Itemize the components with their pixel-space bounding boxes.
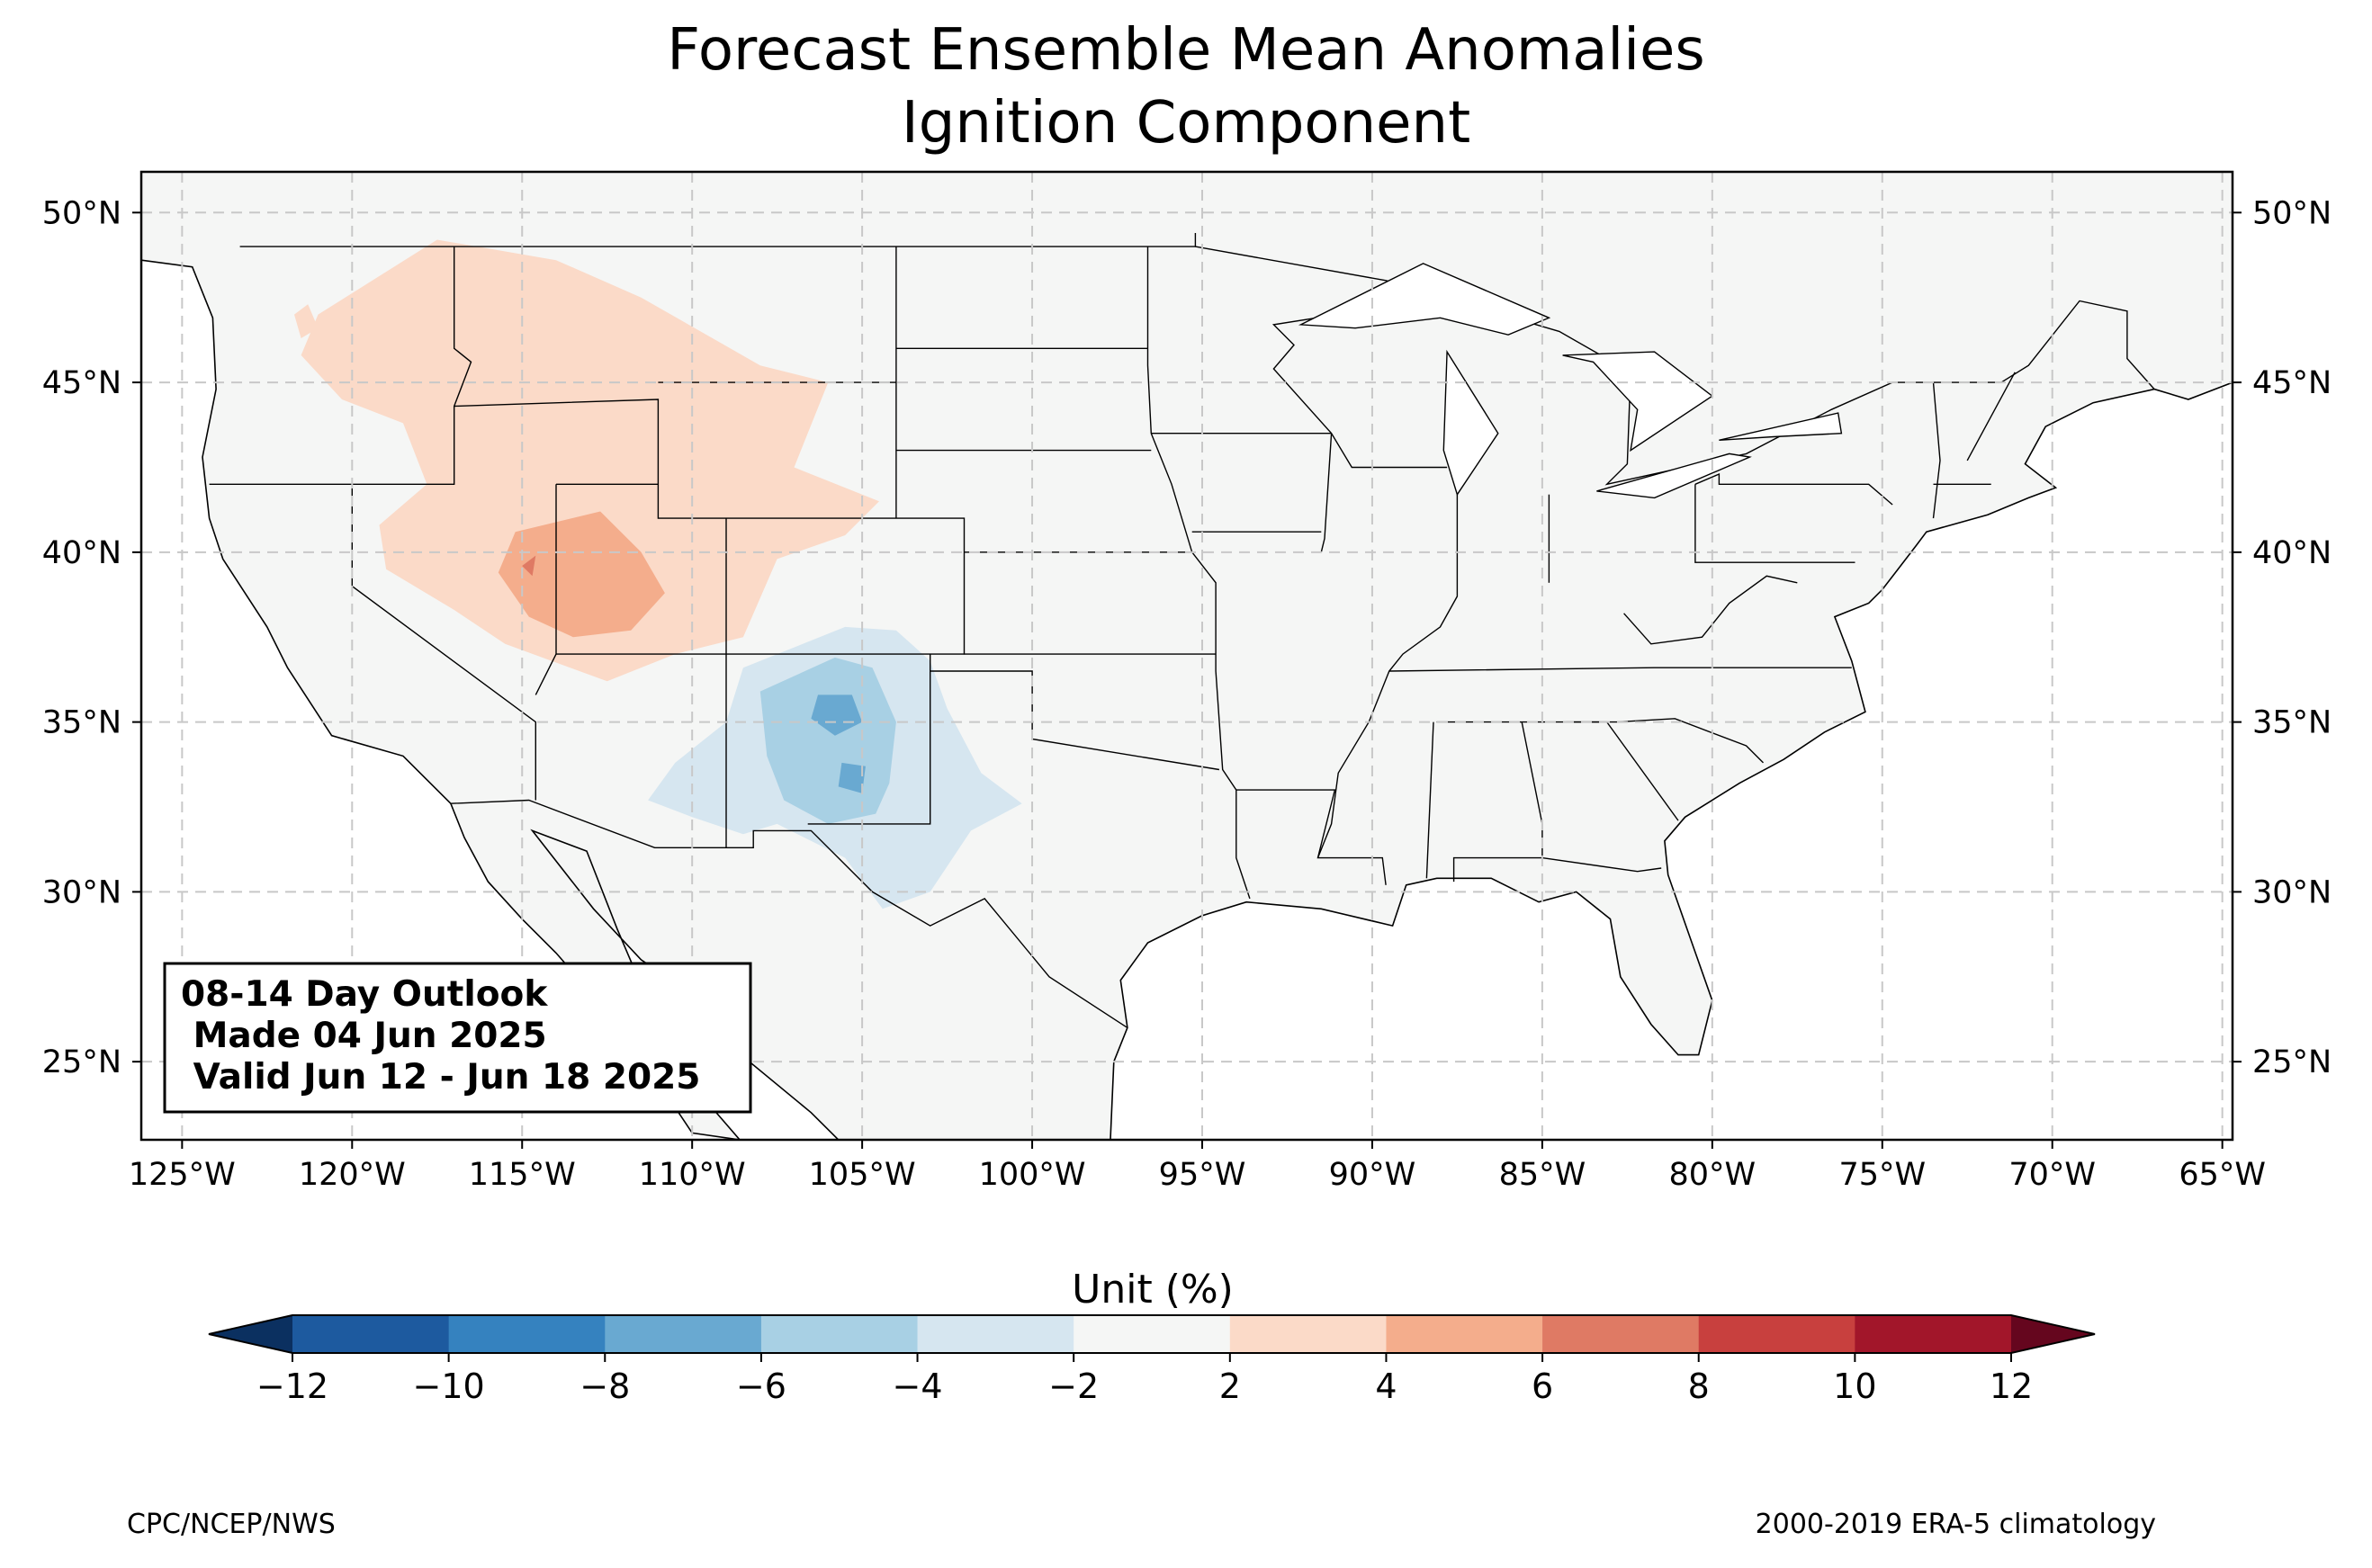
lat-tick-label-right: 45°N [2252, 365, 2332, 401]
boundary-line [1388, 667, 1852, 672]
great-lake [1562, 351, 1714, 452]
lon-tick-label: 85°W [1499, 1157, 1586, 1193]
colorbar-bin [605, 1315, 762, 1353]
anomaly-southwest-core-north [811, 694, 863, 736]
lon-tick-label: 115°W [469, 1157, 576, 1193]
lon-tick-label: 125°W [129, 1157, 236, 1193]
anomaly-northwest-interior [301, 239, 880, 682]
colorbar-tick-label: 10 [1833, 1366, 1876, 1406]
colorbar-tick-label: 6 [1532, 1366, 1553, 1406]
lat-tick-label-left: 40°N [42, 535, 121, 571]
lat-tick-label-right: 40°N [2252, 535, 2332, 571]
title-line-2: Ignition Component [902, 90, 1470, 157]
lat-tick-label-left: 35°N [42, 705, 121, 741]
boundary-line [1966, 372, 2016, 461]
colorbar-tick-label: −10 [413, 1366, 485, 1406]
lat-tick-label-left: 45°N [42, 365, 121, 401]
lon-tick-label: 90°W [1329, 1157, 1416, 1193]
info-box-frame [163, 962, 752, 1114]
info-valid-range: Valid Jun 12 - Jun 18 2025 [181, 1057, 700, 1098]
boundary-line [1146, 246, 1251, 900]
colorbar-bin [1229, 1315, 1387, 1353]
colorbar-under-arrow [209, 1315, 292, 1353]
lon-tick-label: 105°W [809, 1157, 916, 1193]
lon-tick-label: 100°W [979, 1157, 1086, 1193]
boundary-line [1694, 484, 1855, 563]
colorbar-tick-label: −8 [580, 1366, 630, 1406]
credit-left: CPC/NCEP/NWS [127, 1509, 336, 1540]
lon-tick-label: 120°W [299, 1157, 406, 1193]
boundary-line [807, 654, 931, 825]
info-made-date: Made 04 Jun 2025 [181, 1016, 547, 1056]
info-box: 08-14 Day Outlook Made 04 Jun 2025 Valid… [163, 962, 752, 1114]
colorbar-tick-label: 4 [1375, 1366, 1397, 1406]
map-panel: 125°W 120°W 115°W 110°W 105°W 100°W 95°W 90°W 85… [42, 170, 2332, 1193]
colorbar: Unit (%) −12 −10 −8 −6 −4 −2 2 4 6 8 10 12 [208, 1267, 2096, 1406]
great-lake [1442, 349, 1499, 497]
lon-tick-label: 95°W [1159, 1157, 1246, 1193]
map-frame [139, 170, 2234, 1142]
lat-tick-label-right: 35°N [2252, 705, 2332, 741]
colorbar-bin [760, 1315, 919, 1353]
title-line-1: Forecast Ensemble Mean Anomalies [667, 17, 1704, 84]
lon-tick-label: 80°W [1669, 1157, 1757, 1193]
boundary-line [1195, 246, 2155, 486]
boundary-line [450, 799, 1128, 1028]
anomaly-great-basin-core [498, 511, 665, 638]
lon-tick-label: 75°W [1838, 1157, 1926, 1193]
colorbar-bin [1698, 1315, 1855, 1353]
anomaly-layer [294, 239, 1022, 909]
colorbar-bin [292, 1315, 450, 1353]
colorbar-bin [1542, 1315, 1700, 1353]
axis-ticks: 125°W 120°W 115°W 110°W 105°W 100°W 95°W 90°W 85… [42, 195, 2332, 1193]
colorbar-over-arrow [2011, 1315, 2095, 1353]
lon-tick-label: 65°W [2179, 1157, 2266, 1193]
credit-right: 2000-2019 ERA-5 climatology [1756, 1509, 2156, 1540]
boundary-line [1623, 575, 1798, 645]
boundary-line [1271, 313, 1448, 469]
lat-tick-label-right: 30°N [2252, 874, 2332, 910]
great-lake [1719, 412, 1843, 441]
colorbar-tick-label: 2 [1219, 1366, 1241, 1406]
lat-tick-label-right: 25°N [2252, 1044, 2332, 1080]
boundary-line [209, 246, 472, 485]
anomaly-southwest-core-south [838, 762, 866, 793]
lon-tick-label: 70°W [2008, 1157, 2096, 1193]
boundary-line [1320, 433, 1333, 552]
colorbar-tick-label: 12 [1990, 1366, 2033, 1406]
lat-tick-label-right: 50°N [2252, 195, 2332, 231]
colorbar-label: Unit (%) [1072, 1267, 1234, 1313]
colorbar-tick-label: 8 [1688, 1366, 1710, 1406]
colorbar-bin [1386, 1315, 1543, 1353]
boundary-line [1694, 472, 1893, 506]
colorbar-tick-label: −2 [1048, 1366, 1099, 1406]
colorbar-bin [448, 1315, 606, 1353]
colorbar-bin [1074, 1315, 1231, 1353]
colorbar-tick-label: −4 [893, 1366, 943, 1406]
colorbar-bin [917, 1315, 1074, 1353]
boundary-line [930, 670, 1220, 771]
boundary-line [1425, 721, 1434, 879]
lat-tick-label-left: 50°N [42, 195, 121, 231]
anomaly-west-cascades [294, 304, 319, 338]
boundary-line [1606, 721, 1679, 821]
anomaly-great-basin-peak [522, 555, 536, 577]
lat-tick-label-left: 25°N [42, 1044, 121, 1080]
coastline [141, 172, 2233, 1140]
boundary-line [1541, 856, 1662, 873]
boundary-line [1932, 382, 1941, 519]
lat-tick-label-left: 30°N [42, 874, 121, 910]
great-lake [1298, 263, 1551, 336]
info-outlook: 08-14 Day Outlook [181, 974, 548, 1015]
colorbar-bin [1855, 1315, 2012, 1353]
lon-tick-label: 110°W [639, 1157, 746, 1193]
colorbar-tick-label: −12 [256, 1366, 328, 1406]
colorbar-tick-label: −6 [736, 1366, 786, 1406]
